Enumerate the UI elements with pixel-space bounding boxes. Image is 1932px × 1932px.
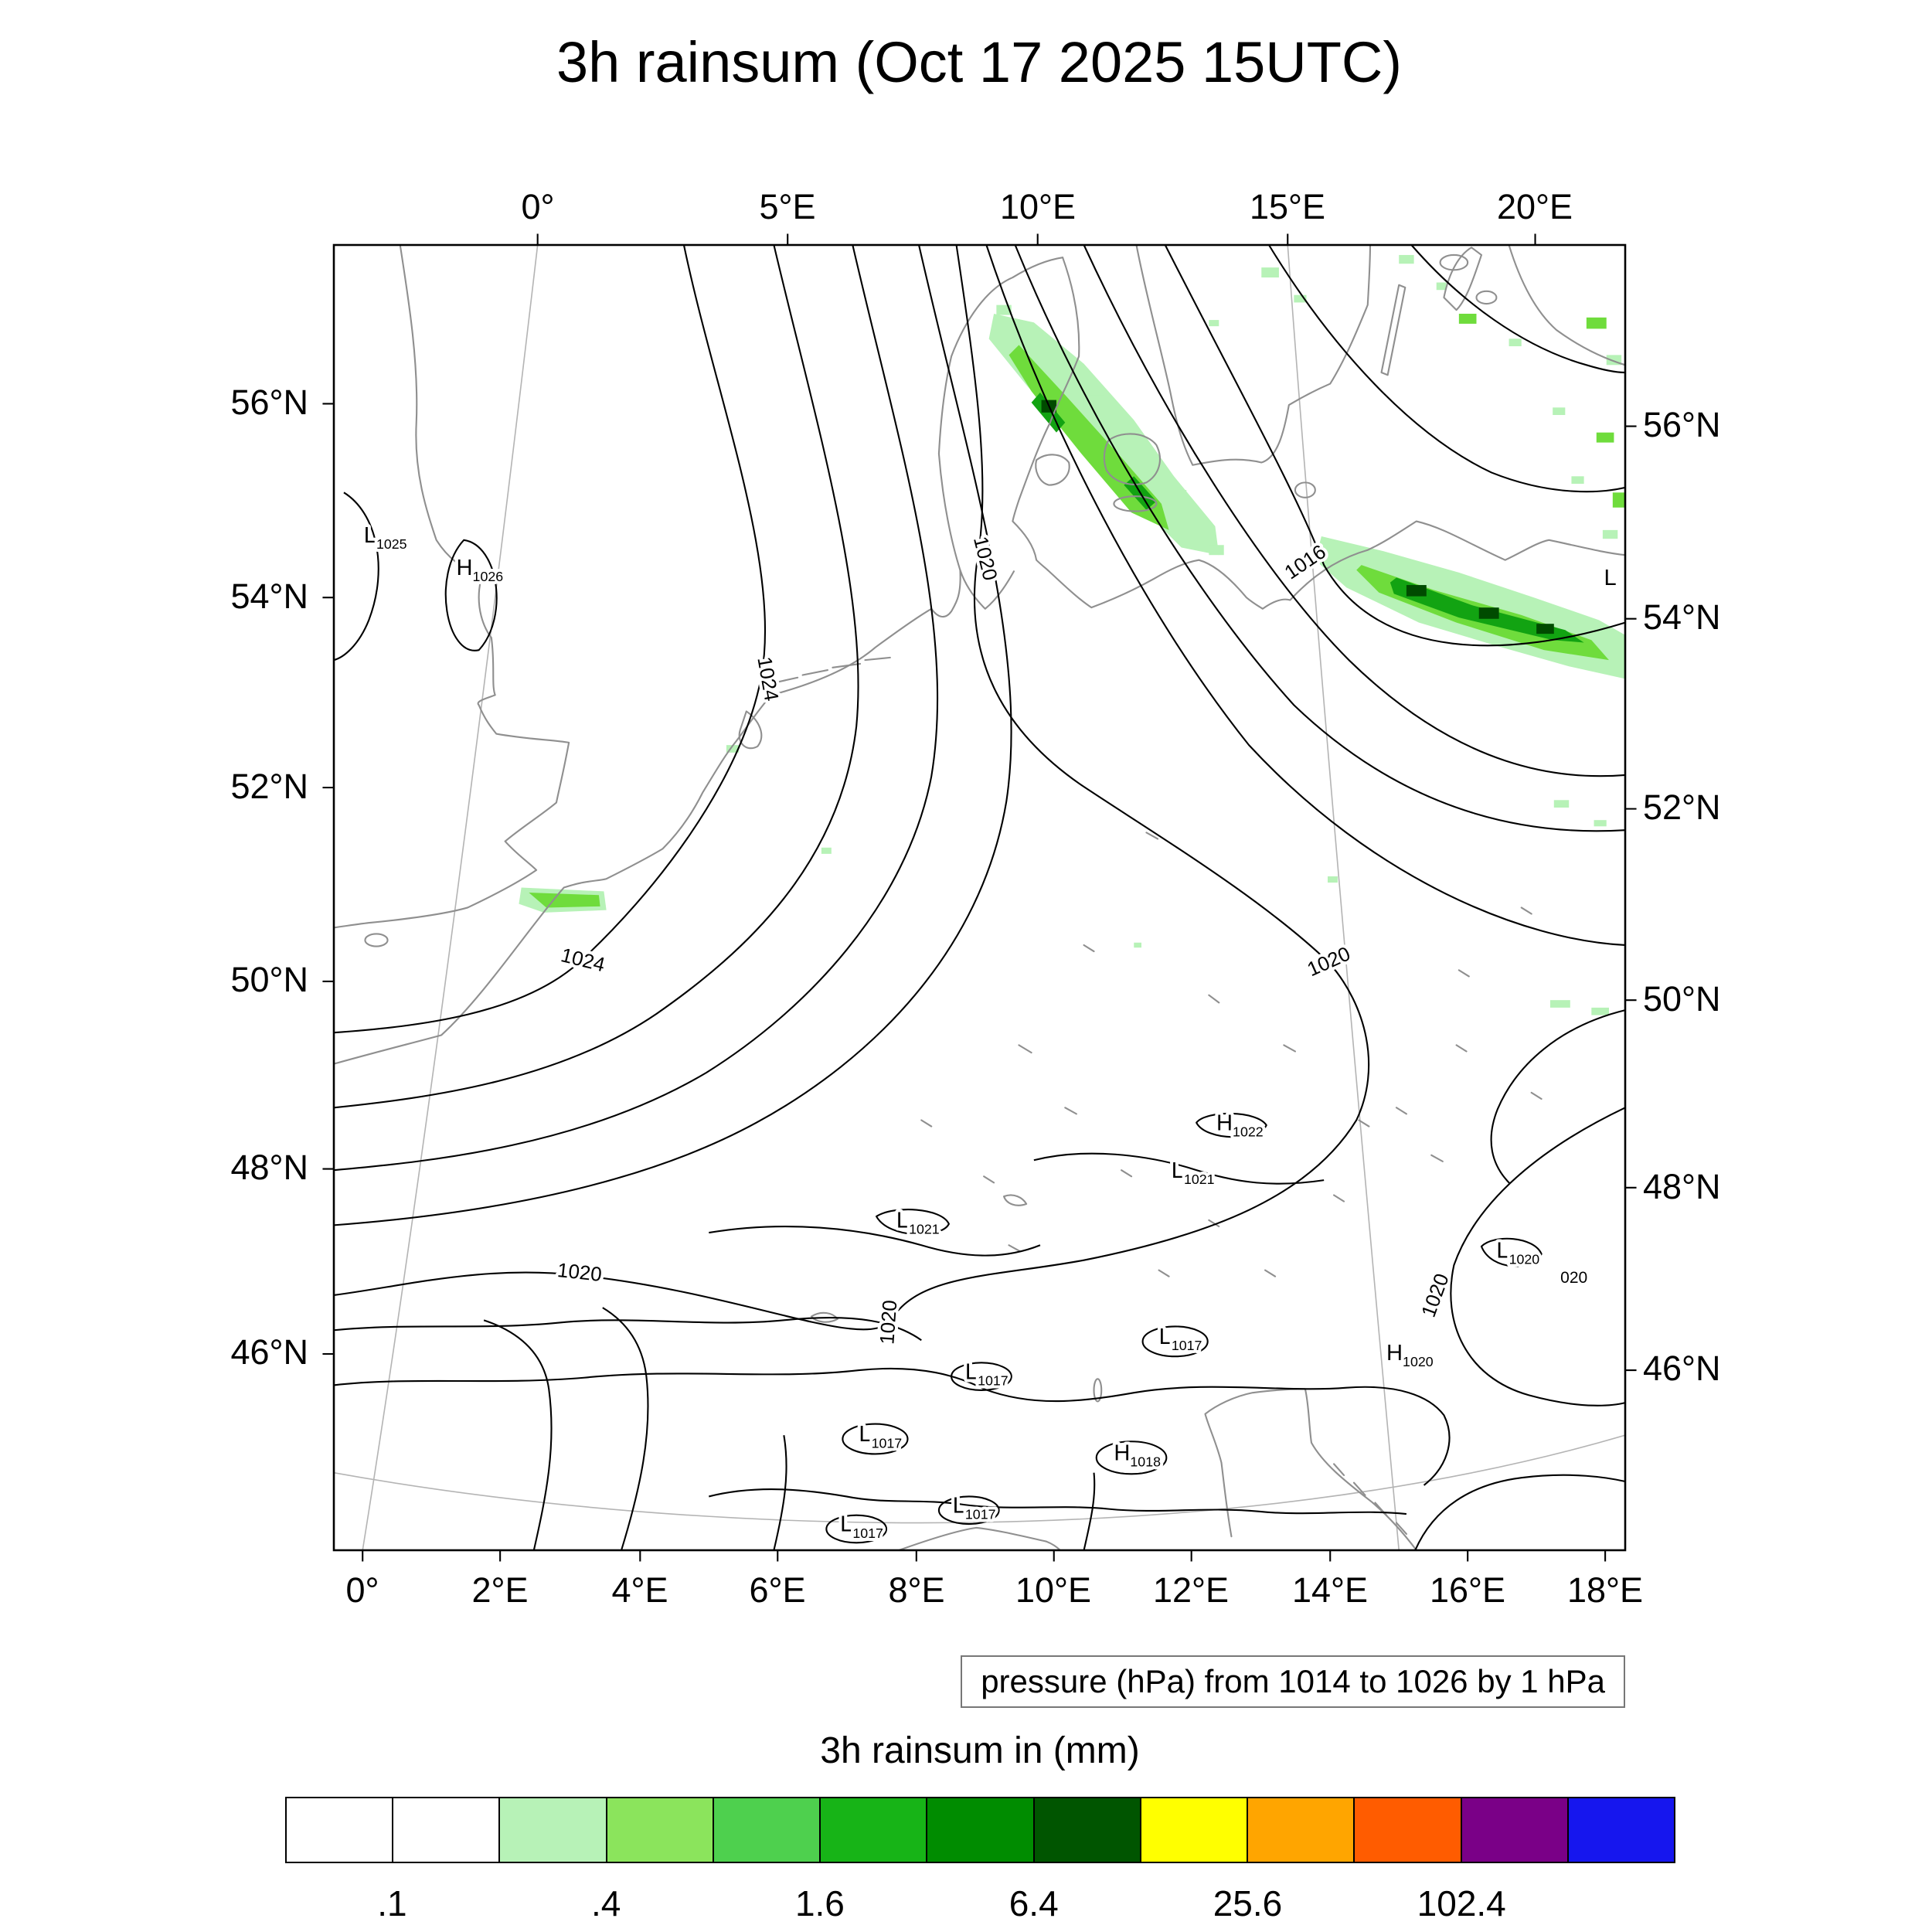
- lat-label-right: 48°N: [1643, 1167, 1721, 1206]
- colorbar-cell: [1566, 1797, 1676, 1863]
- lat-label-right: 56°N: [1643, 405, 1721, 444]
- lon-label-bottom: 12°E: [1152, 1570, 1230, 1610]
- pressure-system-label: L1017: [1159, 1325, 1202, 1353]
- colorbar-cell: [1247, 1797, 1355, 1863]
- lat-label-left: 46°N: [230, 1332, 308, 1372]
- contour-value-label: 1020: [969, 534, 1001, 583]
- tick-marks: [322, 233, 1637, 1562]
- colorbar-tick-label: 6.4: [1009, 1883, 1059, 1923]
- lon-label-bottom: 0°: [345, 1570, 379, 1610]
- pressure-system-label: L1021: [896, 1209, 940, 1237]
- colorbar-cell: [605, 1797, 714, 1863]
- pressure-caption: pressure (hPa) from 1014 to 1026 by 1 hP…: [961, 1655, 1625, 1708]
- pressure-system-label: L1020: [1496, 1238, 1539, 1267]
- pressure-system-label: H1020: [1386, 1341, 1434, 1369]
- chart-title: 3h rainsum (Oct 17 2025 15UTC): [556, 30, 1403, 94]
- pressure-system-label: H1018: [1114, 1441, 1161, 1470]
- lat-label-right: 50°N: [1643, 979, 1721, 1019]
- colorbar-cell: [1460, 1797, 1569, 1863]
- colorbar-tick-label: 102.4: [1417, 1883, 1506, 1923]
- lon-label-bottom: 4°E: [611, 1570, 668, 1610]
- pressure-system-label: L1017: [859, 1422, 902, 1451]
- lon-label-bottom: 2°E: [471, 1570, 529, 1610]
- colorbar-title: 3h rainsum in (mm): [820, 1730, 1140, 1771]
- pressure-system-label: L1025: [364, 523, 407, 552]
- pressure-system-label: L1021: [1172, 1158, 1215, 1187]
- lon-label-top: 0°: [521, 187, 555, 226]
- colorbar-cell: [1032, 1797, 1141, 1863]
- lon-label-top: 10°E: [999, 187, 1077, 226]
- lon-label-bottom: 10°E: [1015, 1570, 1092, 1610]
- colorbar-cell: [1353, 1797, 1462, 1863]
- colorbar-cell: [926, 1797, 1035, 1863]
- colorbar-tick-label: 1.6: [794, 1883, 845, 1923]
- rain-very-heavy: [1041, 400, 1554, 634]
- lat-label-left: 52°N: [230, 767, 308, 806]
- lon-label-bottom: 16°E: [1429, 1570, 1506, 1610]
- pressure-contours: [333, 244, 1626, 1551]
- pressure-system-label: L1017: [840, 1512, 883, 1541]
- graticule-lines: [333, 244, 1626, 1551]
- pressure-system-label: L: [1604, 566, 1617, 590]
- lon-label-bottom: 14°E: [1291, 1570, 1369, 1610]
- lon-label-top: 20°E: [1496, 187, 1573, 226]
- lat-label-left: 54°N: [230, 577, 308, 616]
- lat-label-right: 52°N: [1643, 787, 1721, 827]
- contour-value-label: 1020: [1304, 943, 1354, 981]
- coastlines: [332, 243, 1627, 1552]
- lon-label-top: 15°E: [1249, 187, 1326, 226]
- lon-label-bottom: 8°E: [888, 1570, 945, 1610]
- pressure-system-label: H1026: [457, 556, 504, 584]
- contour-value-label: 1020: [556, 1260, 603, 1286]
- colorbar-cell: [712, 1797, 821, 1863]
- map-frame-border: [332, 243, 1627, 1552]
- colorbar-cell: [1139, 1797, 1249, 1863]
- colorbar-tick-label: .4: [590, 1883, 621, 1923]
- colorbar-cell: [392, 1797, 501, 1863]
- pressure-caption-text: pressure (hPa) from 1014 to 1026 by 1 hP…: [981, 1663, 1605, 1699]
- contour-value-label: 020: [1560, 1269, 1587, 1287]
- map-area: 1024 1020 1016 1024 1020 1020 1020 1020 020 L102…: [322, 233, 1637, 1562]
- lat-label-right: 54°N: [1643, 597, 1721, 637]
- contour-value-label: 1024: [559, 944, 607, 976]
- lon-label-bottom: 6°E: [749, 1570, 806, 1610]
- lon-label-bottom: 18°E: [1566, 1570, 1644, 1610]
- lat-label-left: 56°N: [230, 383, 308, 422]
- pressure-system-label: H1022: [1216, 1111, 1264, 1139]
- contour-value-label: 1016: [1281, 541, 1330, 583]
- lon-label-top: 5°E: [759, 187, 816, 226]
- pressure-system-label: L1017: [965, 1359, 1009, 1388]
- contour-value-label: 1020: [1418, 1271, 1454, 1321]
- colorbar-cell: [819, 1797, 928, 1863]
- lat-label-left: 50°N: [230, 960, 308, 999]
- lat-label-left: 48°N: [230, 1148, 308, 1187]
- pressure-system-label: L1017: [953, 1493, 996, 1522]
- colorbar-cell: [498, 1797, 607, 1863]
- colorbar-tick-label: .1: [377, 1883, 407, 1923]
- colorbar-cell: [285, 1797, 394, 1863]
- lat-label-right: 46°N: [1643, 1349, 1721, 1388]
- contour-value-label: 1020: [876, 1299, 901, 1345]
- colorbar-tick-label: 25.6: [1213, 1883, 1283, 1923]
- colorbar: [285, 1797, 1676, 1863]
